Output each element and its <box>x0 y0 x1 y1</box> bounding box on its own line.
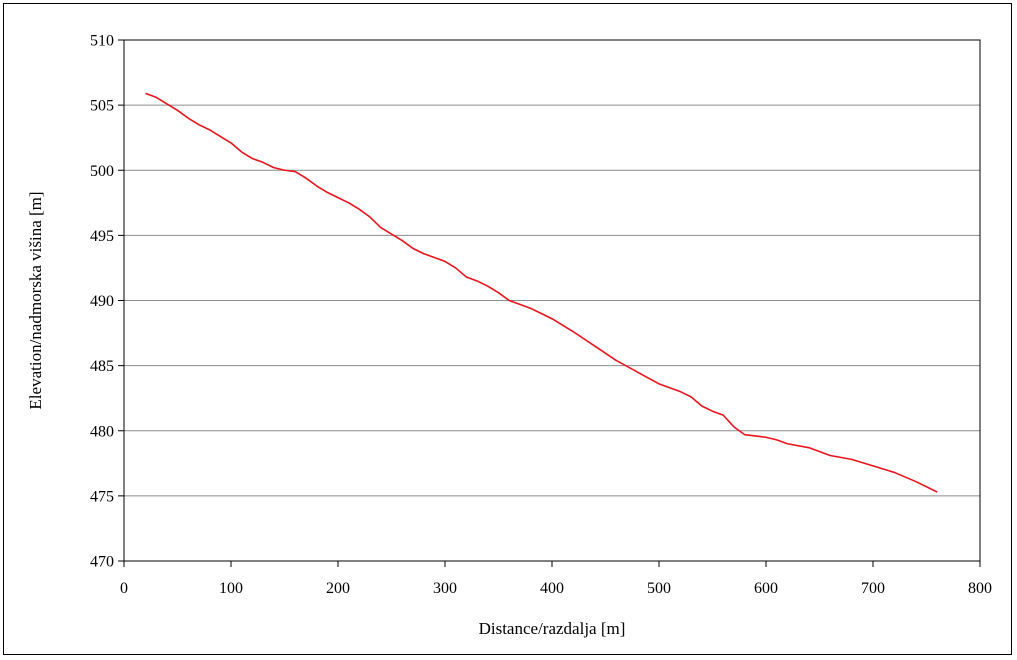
x-tick-label: 400 <box>540 580 564 597</box>
y-tick-label: 485 <box>90 358 114 375</box>
y-tick-label: 480 <box>90 423 114 440</box>
grid-lines <box>124 104 980 497</box>
y-tick-label: 505 <box>90 98 114 115</box>
y-tick-label: 475 <box>90 488 114 505</box>
x-tick-label: 700 <box>861 580 885 597</box>
x-tick-label: 200 <box>326 580 350 597</box>
x-axis-title: Distance/razdalja [m] <box>479 619 626 638</box>
x-tick-label: 300 <box>433 580 457 597</box>
elevation-line <box>145 92 938 493</box>
y-tick-label: 500 <box>90 163 114 180</box>
x-axis: 0 100 200 300 400 500 600 700 800 <box>120 561 992 597</box>
y-tick-label: 510 <box>90 33 114 50</box>
x-tick-label: 800 <box>968 580 992 597</box>
y-tick-label: 495 <box>90 228 114 245</box>
y-tick-label: 470 <box>90 554 114 571</box>
x-tick-label: 500 <box>647 580 671 597</box>
chart-frame <box>3 3 1012 655</box>
y-tick-label: 490 <box>90 293 114 310</box>
x-tick-label: 100 <box>219 580 243 597</box>
x-tick-label: 600 <box>754 580 778 597</box>
y-axis-title: Elevation/nadmorska višina [m] <box>26 191 45 409</box>
x-tick-label: 0 <box>120 580 128 597</box>
y-axis: 470 475 480 485 490 495 500 505 510 <box>90 33 124 571</box>
